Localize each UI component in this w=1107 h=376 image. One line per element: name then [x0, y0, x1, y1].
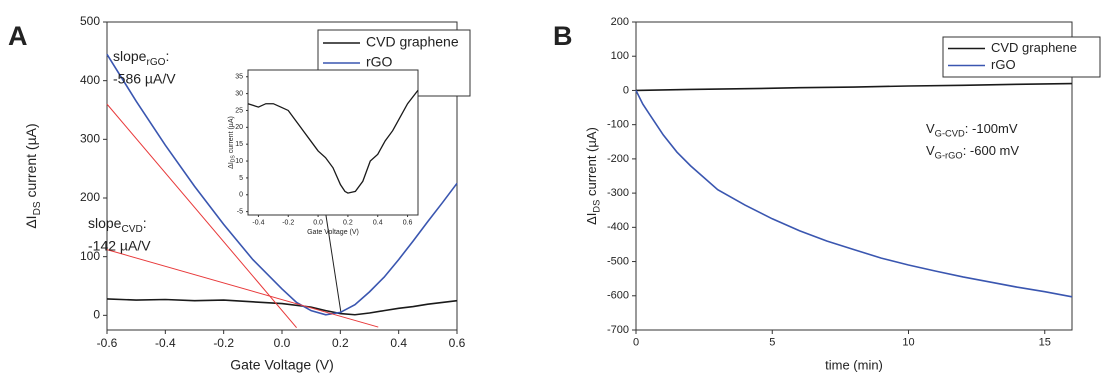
- annotation-sub: rGO: [146, 57, 165, 68]
- y-axis-label-main: ΔI: [228, 162, 235, 169]
- y-tick-label: 200: [611, 16, 629, 28]
- y-tick-label: -700: [607, 324, 629, 336]
- annotation: -142 µA/V: [88, 238, 151, 254]
- y-tick-label: 0: [93, 308, 100, 322]
- legend-label: CVD graphene: [991, 40, 1077, 55]
- legend-label: CVD graphene: [366, 34, 459, 50]
- x-tick-label: 0: [633, 337, 639, 349]
- x-tick-label: -0.4: [155, 336, 176, 350]
- y-tick-label: 20: [235, 124, 243, 131]
- annotation-sub: G-CVD: [935, 129, 965, 139]
- y-tick-label: 5: [239, 175, 243, 182]
- x-tick-label: 0.2: [332, 336, 349, 350]
- y-axis-label-main: ΔI: [23, 215, 39, 228]
- y-tick-label: 10: [235, 158, 243, 165]
- x-tick-label: -0.6: [97, 336, 118, 350]
- y-tick-label: 100: [611, 50, 629, 62]
- y-tick-label: 200: [80, 190, 100, 204]
- y-axis-label: ΔIDS current (µA): [23, 123, 43, 228]
- legend-label: rGO: [366, 54, 393, 70]
- x-tick-label: -0.4: [252, 219, 264, 226]
- y-tick-label: 30: [235, 90, 243, 97]
- x-tick-label: 5: [769, 337, 775, 349]
- y-axis-label-main: ΔI: [584, 213, 599, 225]
- annotation: VG-rGO: -600 mV: [926, 143, 1019, 161]
- annotation-rest: :: [143, 215, 147, 231]
- inset-frame: [247, 69, 419, 216]
- panel-label: B: [553, 21, 573, 51]
- legend-box: [942, 36, 1101, 78]
- y-axis-label-sub: DS: [592, 200, 602, 213]
- y-tick-label: -100: [607, 119, 629, 131]
- x-axis-label: Gate Voltage (V): [230, 357, 334, 373]
- annotation: slopeCVD:: [88, 215, 147, 235]
- y-axis-label-rest: current (µA): [228, 116, 235, 155]
- panel-label: A: [8, 21, 28, 51]
- annotation-main: V: [926, 143, 935, 158]
- data-line: [106, 249, 379, 328]
- y-axis-label-rest: current (µA): [23, 123, 39, 201]
- annotation: VG-CVD: -100mV: [926, 121, 1018, 139]
- y-tick-label: -500: [607, 255, 629, 267]
- y-axis-label-rest: current (µA): [584, 127, 599, 200]
- plot-frame: [635, 21, 1073, 331]
- x-tick-label: 0.4: [373, 219, 383, 226]
- y-axis-label: ΔIDS current (µA): [228, 116, 237, 169]
- y-tick-label: 400: [80, 73, 100, 87]
- x-axis-label: time (min): [825, 357, 883, 372]
- y-tick-label: -300: [607, 187, 629, 199]
- x-tick-label: 0.6: [449, 336, 466, 350]
- y-tick-label: -5: [237, 208, 243, 215]
- legend-label: rGO: [991, 57, 1016, 72]
- annotation: -586 µA/V: [113, 71, 176, 87]
- x-tick-label: -0.2: [213, 336, 234, 350]
- annotation-main: slope: [88, 215, 122, 231]
- data-line: [106, 53, 458, 316]
- annotation-main: slope: [113, 48, 147, 64]
- y-tick-label: 25: [235, 107, 243, 114]
- y-tick-label: -200: [607, 153, 629, 165]
- y-tick-label: -600: [607, 290, 629, 302]
- y-tick-label: 15: [235, 141, 243, 148]
- x-tick-label: 0.0: [313, 219, 323, 226]
- annotation-rest: : -100mV: [965, 121, 1018, 136]
- data-line: [106, 298, 458, 316]
- y-axis-label-sub: DS: [231, 155, 237, 163]
- x-tick-label: 0.0: [274, 336, 291, 350]
- data-line: [106, 103, 297, 328]
- annotation-sub: G-rGO: [935, 151, 963, 161]
- x-tick-label: 15: [1039, 337, 1051, 349]
- x-tick-label: -0.2: [282, 219, 294, 226]
- x-tick-label: 10: [902, 337, 914, 349]
- y-tick-label: 0: [239, 192, 243, 199]
- data-line: [635, 82, 1073, 92]
- x-tick-label: 0.2: [343, 219, 353, 226]
- y-axis-label: ΔIDS current (µA): [584, 127, 602, 225]
- annotation-rest: :: [166, 48, 170, 64]
- x-axis-label: Gate Voltage (V): [307, 229, 359, 236]
- y-tick-label: 35: [235, 74, 243, 81]
- annotation-main: V: [926, 121, 935, 136]
- y-tick-label: 500: [80, 14, 100, 28]
- y-tick-label: 300: [80, 132, 100, 146]
- data-line: [635, 90, 1073, 298]
- annotation-rest: : -600 mV: [963, 143, 1020, 158]
- x-tick-label: 0.4: [390, 336, 407, 350]
- data-line: [247, 89, 419, 194]
- y-axis-label-sub: DS: [32, 201, 43, 215]
- y-tick-label: 100: [80, 249, 100, 263]
- x-tick-label: 0.6: [403, 219, 413, 226]
- y-tick-label: 0: [623, 84, 629, 96]
- annotation-sub: CVD: [121, 224, 142, 235]
- annotation: sloperGO:: [113, 48, 169, 68]
- y-tick-label: -400: [607, 221, 629, 233]
